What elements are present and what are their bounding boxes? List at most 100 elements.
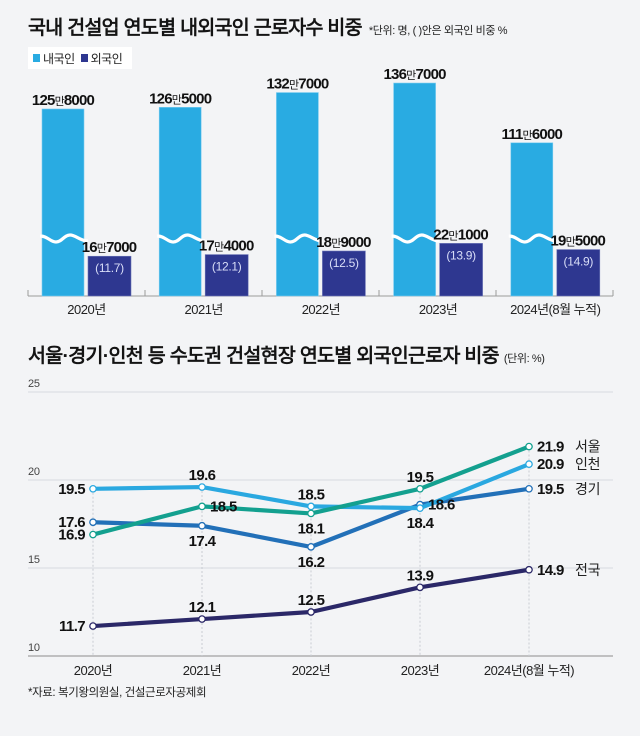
- bar-value-label-foreign-unit: 만: [448, 229, 458, 242]
- bar-value-label-foreign-unit: 만: [214, 241, 224, 254]
- bar-domestic: [158, 107, 202, 297]
- legend-item-domestic: 내국인: [28, 50, 75, 67]
- data-label-seoul: 16.9: [58, 527, 85, 544]
- data-label-incheon: 19.5: [58, 481, 85, 498]
- legend-label-domestic: 내국인: [43, 51, 75, 66]
- bar-value-label-foreign-major: 16: [82, 239, 98, 256]
- data-point-gyeonggi: [89, 518, 97, 527]
- data-point-national: [89, 622, 97, 630]
- data-point-seoul: [416, 484, 424, 493]
- bar-value-label-domestic-minor: 8000: [64, 92, 95, 109]
- series-name-label-national: 전국: [575, 562, 601, 578]
- bar-value-label-foreign-minor: 7000: [106, 239, 137, 256]
- bar-chart-title: 국내 건설업 연도별 내외국인 근로자수 비중 *단위: 명, ( )안은 외국인…: [28, 15, 508, 44]
- x-tick-label: 2024년(8월 누적): [484, 663, 574, 678]
- bar-value-label-domestic-major: 111: [502, 126, 523, 143]
- data-point-gyeonggi: [307, 543, 315, 551]
- data-label-incheon: 20.9: [537, 456, 564, 473]
- y-tick-label: 25: [28, 378, 40, 390]
- series-name-label-gyeonggi: 경기: [575, 481, 600, 497]
- bar-value-label-domestic-unit: 만: [55, 95, 65, 108]
- bar-value-label-domestic-unit: 만: [406, 69, 416, 82]
- bar-value-label-domestic-major: 125: [32, 92, 55, 109]
- data-point-seoul: [198, 502, 206, 511]
- bar-value-label-foreign-unit: 만: [331, 237, 341, 250]
- bar-chart-title-text: 국내 건설업 연도별 내외국인 근로자수 비중: [28, 17, 363, 39]
- x-tick-label: 2020년: [74, 663, 112, 678]
- data-point-national: [307, 608, 315, 616]
- data-point-incheon: [307, 502, 315, 511]
- bar-foreign: [87, 255, 132, 297]
- bar-value-label-foreign: 16만7000: [82, 239, 137, 256]
- labels-gyeonggi: 17.6 17.4 16.2 18.6 19.5 경기: [58, 481, 600, 571]
- x-tick-label: 2024년(8월 누적): [510, 302, 600, 317]
- bar-foreign: [439, 243, 483, 297]
- data-point-seoul: [307, 509, 315, 518]
- data-point-incheon: [525, 460, 533, 469]
- bar-value-label-domestic-minor: 7000: [415, 66, 446, 83]
- bar-foreign: [204, 254, 249, 297]
- legend-swatch-domestic: [33, 54, 40, 62]
- bar-value-label-domestic-minor: 6000: [532, 126, 563, 143]
- axis-break-wave: [508, 233, 557, 244]
- legend-item-foreign: 외국인: [75, 50, 123, 67]
- series-seoul: [89, 442, 533, 539]
- data-point-gyeonggi: [525, 484, 533, 493]
- bar-value-label-foreign-major: 22: [433, 226, 449, 243]
- data-label-incheon: 18.4: [407, 515, 435, 532]
- data-label-seoul: 21.9: [537, 439, 564, 456]
- data-label-incheon: 18.5: [298, 486, 325, 503]
- series-name-label-seoul: 서울: [575, 439, 601, 455]
- series-name-label-incheon: 인천: [575, 456, 600, 472]
- bar-value-label-foreign-minor: 4000: [223, 238, 254, 255]
- data-point-national: [198, 615, 206, 623]
- data-label-gyeonggi: 18.6: [428, 497, 455, 514]
- foreign-share-label: (14.9): [564, 255, 594, 269]
- foreign-share-label: (13.9): [446, 248, 476, 262]
- axis-break-wave: [39, 233, 89, 244]
- data-point-national: [525, 565, 533, 574]
- foreign-share-label: (11.7): [95, 261, 124, 275]
- x-tick-label: 2023년: [401, 663, 439, 678]
- data-label-national: 13.9: [407, 567, 434, 584]
- bar-foreign: [556, 249, 601, 297]
- bar-value-label-domestic: 111만6000: [502, 126, 563, 143]
- series-incheon: [89, 460, 533, 513]
- data-label-national: 11.7: [59, 618, 85, 635]
- foreign-share-label: (12.1): [212, 260, 242, 274]
- labels-national: 11.7 12.1 12.5 13.9 14.9 전국: [59, 562, 601, 635]
- data-label-national: 14.9: [537, 562, 564, 579]
- bar-value-label-foreign-minor: 1000: [458, 226, 489, 243]
- bar-value-label-domestic-unit: 만: [523, 129, 533, 142]
- series-national: [89, 565, 533, 630]
- legend-label-foreign: 외국인: [90, 51, 123, 66]
- data-point-seoul: [525, 442, 533, 451]
- bar-domestic: [393, 82, 436, 297]
- data-point-incheon: [198, 483, 206, 491]
- bar-value-label-domestic-minor: 7000: [298, 76, 329, 93]
- bar-value-label-domestic-major: 136: [384, 66, 407, 83]
- bar-value-label-foreign-major: 19: [551, 233, 567, 250]
- line-chart-title: 서울·경기·인천 등 수도권 건설현장 연도별 외국인근로자 비중 (단위: %): [28, 343, 545, 372]
- x-tick-label: 2021년: [183, 663, 221, 678]
- line-chart-unit-note: (단위: %): [503, 353, 545, 365]
- bar-value-label-foreign: 19만5000: [551, 233, 606, 250]
- bar-value-label-domestic-unit: 만: [172, 93, 182, 106]
- legend-swatch-foreign: [80, 54, 88, 62]
- data-label-gyeonggi: 17.4: [189, 533, 217, 550]
- bar-value-label-foreign-minor: 9000: [341, 234, 372, 251]
- bar-domestic: [276, 92, 319, 297]
- x-tick-label: 2021년: [185, 302, 223, 317]
- bar-value-label-domestic-major: 132: [266, 76, 289, 93]
- bar-value-label-domestic-unit: 만: [289, 79, 299, 92]
- data-label-gyeonggi: 19.5: [537, 481, 564, 498]
- data-point-incheon: [89, 484, 97, 493]
- bar-domestic: [510, 142, 554, 297]
- bar-chart-legend: 내국인 외국인: [28, 47, 132, 69]
- data-label-national: 12.5: [298, 592, 325, 609]
